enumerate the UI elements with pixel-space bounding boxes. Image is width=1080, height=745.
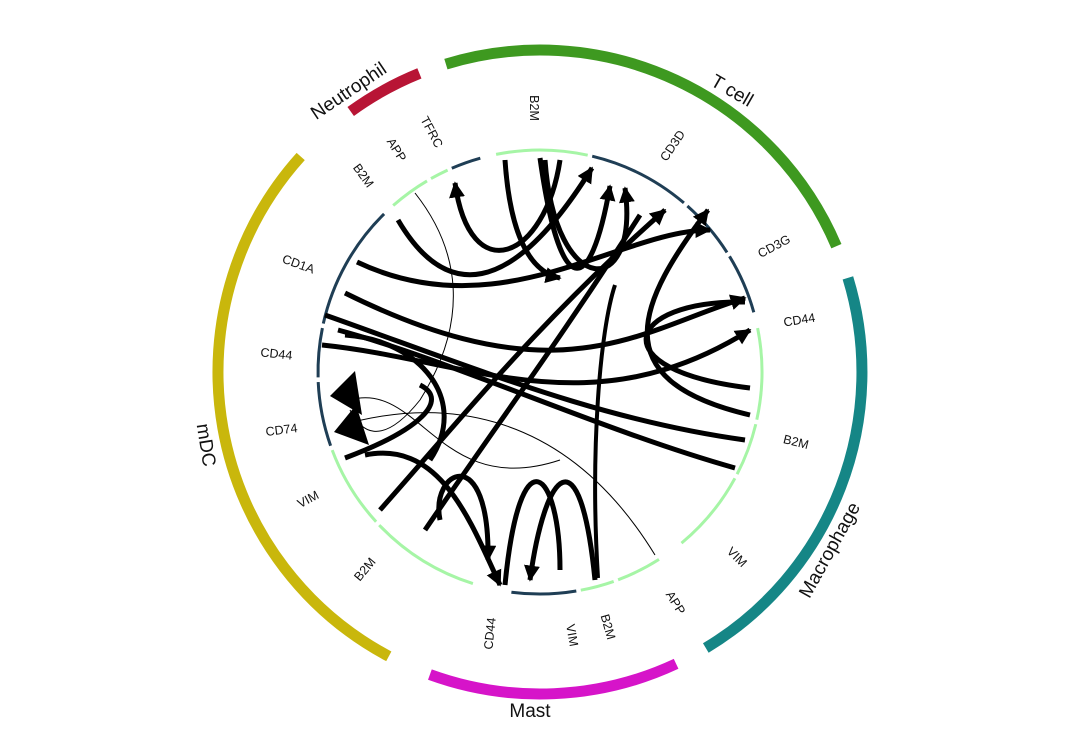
gene-segment-macrophage-b2m [755,327,764,421]
arrowhead [334,405,369,445]
link [324,312,746,443]
gene-label-macrophage-vim: VIM [724,544,750,570]
link [593,284,617,579]
link [355,222,712,289]
gene-segment-neutrophil-tfrc [451,156,481,170]
cell-arc-mast [428,658,679,700]
gene-label-neutrophil-tfrc: TFRC [418,114,446,150]
link [436,473,497,562]
link [524,479,598,582]
gene-label-mdc-cd44: CD44 [260,345,293,362]
link [422,213,643,532]
gene-segment-mast-cd44 [511,589,577,596]
link [344,382,434,461]
link [542,159,635,272]
large-arrowheads [330,371,369,445]
gene-segment-mdc-b2m [378,524,474,586]
link [341,412,656,556]
link [502,479,563,586]
gene-label-mdc-cd74: CD74 [265,421,298,439]
gene-segment-mast-vim [580,579,615,592]
cell-arc-mdc [212,152,392,662]
gene-label-mdc-b2m: B2M [351,555,378,584]
cell-arc-macrophage [702,276,868,653]
gene-segment-mdc-vim [330,449,378,523]
gene-label-neutrophil-app: APP [384,136,409,165]
gene-labels: B2M APP TFRC B2M CD3D CD3G CD44 B2M VIM … [260,95,817,650]
gene-segment-macrophage-app [680,477,737,545]
gene-label-macrophage-b2m: B2M [782,432,810,452]
gene-label-tcell-b2m: B2M [527,95,541,121]
gene-segment-macrophage-vim [735,423,758,475]
cell-label-mdc: mDC [192,422,220,468]
gene-label-mdc-cd1a: CD1A [280,252,317,277]
gene-segment-tcell-b2m [495,148,589,157]
gene-label-mast-cd44: CD44 [481,617,498,650]
gene-segment-tcell-cd3d [591,154,685,205]
gene-segment-neutrophil-app [430,168,449,180]
gene-label-tcell-cd44: CD44 [782,311,816,330]
link [644,208,751,418]
link [537,157,616,271]
interaction-links [321,157,752,587]
link [364,450,503,587]
gene-segment-neutrophil-b2m [392,179,428,207]
gene-segment-mdc-cd44 [316,327,324,378]
link [344,332,447,462]
link [349,397,561,469]
link [349,192,454,432]
cell-label-mast: Mast [509,701,551,722]
gene-label-tcell-cd3g: CD3G [756,232,793,261]
gene-segment-mdc-cd74 [316,382,333,447]
gene-label-tcell-cd3d: CD3D [657,128,688,164]
gene-segment-tcell-cd44 [728,255,756,313]
gene-track [316,148,764,596]
gene-label-macrophage-app: APP [663,589,688,618]
gene-label-mast-vim: VIM [563,623,581,647]
cell-arc-neutrophil [347,68,422,116]
gene-segment-mdc-cd1a [321,212,386,324]
gene-label-mdc-vim: VIM [295,488,321,511]
cell-type-arcs [212,44,868,700]
gene-label-mast-b2m: B2M [598,613,619,642]
link [395,166,595,278]
cell-arc-t-cell [444,44,842,249]
gene-label-neutrophil-b2m: B2M [350,161,376,190]
arrowhead [330,371,362,415]
gene-segment-mast-b2m [617,558,660,582]
link [343,290,747,353]
